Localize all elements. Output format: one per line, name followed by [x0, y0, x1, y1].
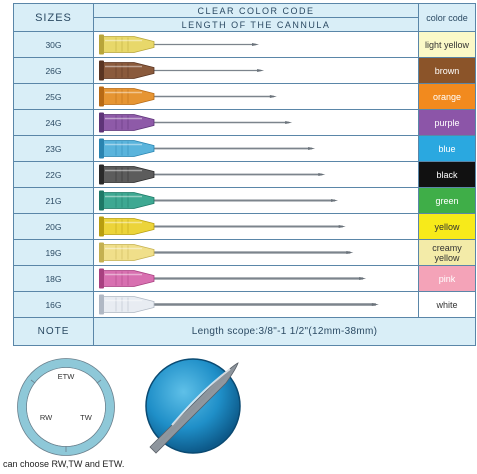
- wall-ring-center: [27, 368, 105, 446]
- needle-icon: [99, 34, 259, 55]
- needle-icon: [99, 216, 346, 237]
- tip-circle-rim: [145, 358, 241, 454]
- needle-size: 21G: [13, 187, 94, 214]
- needle-size: 25G: [13, 83, 94, 110]
- color-code-swatch: orange: [418, 83, 476, 110]
- needle-row: 18G pink: [13, 265, 476, 292]
- needle-tip: [318, 173, 326, 176]
- needle-hub-flange: [99, 138, 104, 159]
- color-code-swatch: pink: [418, 265, 476, 292]
- needle-row: 21G green: [13, 187, 476, 214]
- color-code-swatch: purple: [418, 109, 476, 136]
- needle-hub-flange: [99, 216, 104, 237]
- wall-type-diagram: ETW RW TW: [17, 358, 115, 456]
- needle-size: 22G: [13, 161, 94, 188]
- needle-hub-flange: [99, 164, 104, 185]
- needle-size: 30G: [13, 31, 94, 58]
- needle-size: 16G: [13, 291, 94, 318]
- header-row-1: SIZES CLEAR COLOR CODE color code: [13, 3, 476, 32]
- needle-tip: [338, 225, 346, 228]
- needle-image-cell: [93, 57, 419, 84]
- color-code-header: color code: [418, 3, 476, 32]
- color-code-swatch: creamy yellow: [418, 239, 476, 266]
- color-code-swatch: yellow: [418, 213, 476, 240]
- needle-tip: [346, 251, 354, 254]
- needle-size: 19G: [13, 239, 94, 266]
- needle-icon: [99, 138, 316, 159]
- color-code-swatch: green: [418, 187, 476, 214]
- needle-icon: [99, 268, 367, 289]
- needle-image-cell: [93, 213, 419, 240]
- needle-row: 22G black: [13, 161, 476, 188]
- needle-hub-flange: [99, 294, 104, 315]
- needle-row: 23G blue: [13, 135, 476, 162]
- needle-size: 24G: [13, 109, 94, 136]
- wall-type-footnote: can choose RW,TW and ETW.: [3, 459, 125, 469]
- needle-image-cell: [93, 239, 419, 266]
- needle-hub-flange: [99, 86, 104, 107]
- needle-tip: [359, 277, 367, 280]
- needle-tip: [257, 69, 265, 72]
- needle-hub-flange: [99, 60, 104, 81]
- sizes-header: SIZES: [13, 3, 94, 32]
- needle-tip: [371, 303, 379, 306]
- header-row-2: LENGTH OF THE CANNULA: [14, 17, 476, 32]
- needle-row: 19G creamy yellow: [13, 239, 476, 266]
- needle-icon: [99, 86, 277, 107]
- needle-image-cell: [93, 161, 419, 188]
- needle-icon: [99, 112, 293, 133]
- needle-size: 18G: [13, 265, 94, 292]
- needle-image-cell: [93, 31, 419, 58]
- note-row: NOTE Length scope:3/8"-1 1/2"(12mm-38mm): [13, 317, 476, 346]
- needle-row: 24G purple: [13, 109, 476, 136]
- needle-hub-flange: [99, 112, 104, 133]
- needle-icon: [99, 190, 339, 211]
- color-code-swatch: white: [418, 291, 476, 318]
- color-code-swatch: blue: [418, 135, 476, 162]
- etw-label: ETW: [58, 372, 76, 381]
- needle-icon: [99, 242, 354, 263]
- needle-tip-diagram: [145, 358, 241, 454]
- needle-row: 20G yellow: [13, 213, 476, 240]
- needle-tip: [269, 95, 277, 98]
- needle-row: 16G white: [13, 291, 476, 318]
- needle-tip: [308, 147, 316, 150]
- needle-row: 25G orange: [13, 83, 476, 110]
- note-length-scope: Length scope:3/8"-1 1/2"(12mm-38mm): [93, 317, 476, 346]
- needle-row: 26G brown: [13, 57, 476, 84]
- needle-tip: [252, 43, 259, 46]
- needle-hub-flange: [99, 268, 104, 289]
- rw-label: RW: [40, 413, 53, 422]
- needle-image-cell: [93, 135, 419, 162]
- color-code-swatch: brown: [418, 57, 476, 84]
- color-code-swatch: black: [418, 161, 476, 188]
- needle-image-cell: [93, 187, 419, 214]
- tw-label: TW: [80, 413, 93, 422]
- needle-image-cell: [93, 291, 419, 318]
- cannula-length-header: LENGTH OF THE CANNULA: [93, 17, 419, 32]
- needle-image-cell: [93, 265, 419, 292]
- needle-color-chart: SIZES CLEAR COLOR CODE color code LENGTH…: [13, 3, 476, 346]
- needle-tip: [331, 199, 339, 202]
- needle-tip: [285, 121, 293, 124]
- needle-icon: [99, 60, 265, 81]
- needle-image-cell: [93, 83, 419, 110]
- needle-size: 20G: [13, 213, 94, 240]
- needle-highlight: [171, 368, 231, 426]
- clear-color-code-header: CLEAR COLOR CODE: [93, 3, 419, 18]
- color-code-swatch: light yellow: [418, 31, 476, 58]
- note-label: NOTE: [13, 317, 94, 346]
- needle-image-cell: [93, 109, 419, 136]
- needle-icon: [99, 294, 379, 315]
- needle-hub-flange: [99, 242, 104, 263]
- needle-hub-flange: [99, 34, 104, 55]
- needle-icon: [99, 164, 326, 185]
- needle-size: 23G: [13, 135, 94, 162]
- color-code-table: SIZES CLEAR COLOR CODE color code LENGTH…: [13, 3, 476, 346]
- wall-ring-outer-edge: [17, 358, 115, 456]
- needle-size: 26G: [13, 57, 94, 84]
- needle-row: 30G light yellow: [13, 31, 476, 58]
- needle-hub-flange: [99, 190, 104, 211]
